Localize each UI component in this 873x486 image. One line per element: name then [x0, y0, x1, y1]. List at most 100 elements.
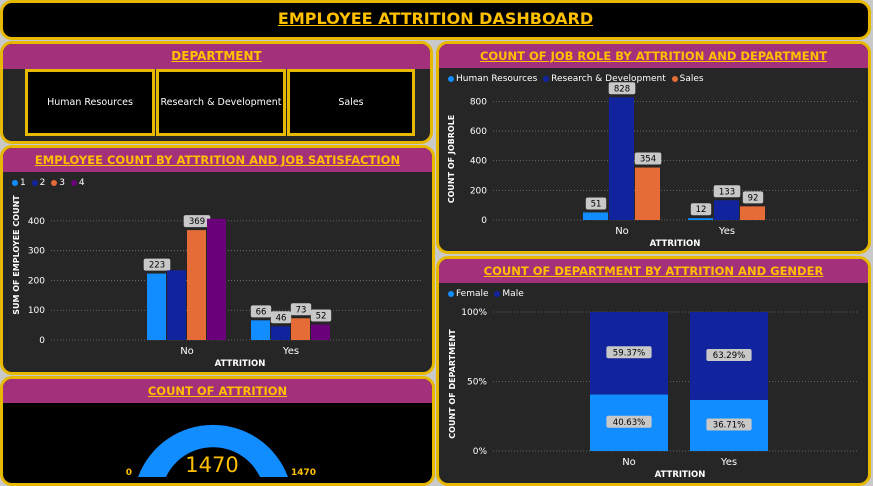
bar-no-4 — [207, 218, 226, 340]
y-tick-label: 400 — [470, 157, 487, 167]
x-tick-label: No — [622, 457, 636, 468]
data-label-bg — [706, 418, 752, 431]
department-button-human-resources[interactable]: Human Resources — [25, 69, 155, 136]
jobrole-xlabel: ATTRITION — [650, 239, 701, 249]
gender-chart: COUNT OF DEPARTMENT ATTRITION 0% 50% 100% 4… — [448, 308, 859, 480]
satisfaction-ylabel-text: SUM OF EMPLOYEE COUNT — [12, 195, 21, 315]
bar-yes-3 — [291, 318, 310, 340]
data-label-bg — [183, 215, 211, 228]
data-label: 46 — [276, 313, 287, 323]
legend-label-1: 1 — [20, 178, 26, 188]
data-label: 59.37% — [613, 348, 645, 358]
data-label: 73 — [296, 305, 307, 315]
y-tick-label: 200 — [470, 186, 487, 196]
data-label: 52 — [316, 312, 327, 322]
data-label-bg — [606, 346, 652, 359]
gauge-value: 1470 — [185, 453, 238, 477]
jobrole-ylabel: COUNT OF JOBROLE — [447, 115, 456, 204]
gender-chart-title: COUNT OF DEPARTMENT BY ATTRITION AND GEN… — [439, 259, 868, 283]
bar-no-1 — [583, 212, 608, 220]
bar-no-2 — [609, 97, 634, 220]
legend-dot-rd — [543, 75, 550, 82]
y-tick-label: 800 — [470, 97, 487, 107]
attrition-gauge: 1470 0 1470 — [126, 424, 316, 478]
legend-label-rd: Research & Development — [551, 74, 666, 84]
legend-dot-male — [494, 290, 501, 297]
legend-dot-sales — [671, 75, 678, 82]
data-label-bg — [713, 185, 741, 198]
gauge-arc — [138, 424, 288, 477]
x-tick-label: Yes — [720, 457, 737, 468]
gauge-min-label: 0 — [126, 468, 132, 478]
satisfaction-chart-panel: EMPLOYEE COUNT BY ATTRITION AND JOB SATI… — [0, 145, 435, 375]
data-label: 66 — [256, 307, 267, 317]
data-label-bg — [143, 258, 171, 271]
data-label: 51 — [591, 199, 602, 209]
bar-no-3 — [187, 230, 206, 340]
y-tick-label: 200 — [28, 276, 45, 286]
bar-yes-1 — [251, 320, 270, 340]
y-tick-label: 100% — [461, 308, 487, 318]
bar-no-3 — [635, 167, 660, 220]
y-tick-label: 100 — [28, 306, 45, 316]
gauge-max-label: 1470 — [291, 468, 316, 478]
y-tick-label: 400 — [28, 217, 45, 227]
legend-dot-female — [448, 290, 454, 297]
department-panel: DEPARTMENT Human Resources Research & De… — [0, 41, 433, 144]
data-label: 63.29% — [713, 351, 745, 361]
legend-label-male: Male — [502, 289, 524, 299]
bar-yes-2 — [714, 200, 739, 220]
jobrole-legend: Human Resources Research & Development S… — [445, 74, 704, 84]
dashboard-header: EMPLOYEE ATTRITION DASHBOARD — [0, 0, 871, 40]
bar-yes-1 — [688, 218, 713, 220]
data-label-bg — [585, 197, 607, 210]
data-label-bg — [634, 152, 662, 165]
data-label-bg — [250, 305, 272, 318]
y-tick-label: 0 — [481, 216, 487, 226]
gender-ylabel: COUNT OF DEPARTMENT — [448, 329, 457, 439]
legend-label-female: Female — [456, 289, 489, 299]
data-label: 354 — [640, 155, 656, 165]
x-tick-label: No — [180, 346, 194, 357]
attrition-count-title: COUNT OF ATTRITION — [3, 379, 432, 403]
bar-yes-4 — [311, 324, 330, 340]
data-label: 92 — [748, 193, 759, 203]
department-button-sales[interactable]: Sales — [287, 69, 415, 136]
attrition-count-panel: COUNT OF ATTRITION 1470 0 1470 — [0, 376, 435, 486]
legend-label-4: 4 — [78, 178, 85, 188]
satisfaction-chart-title: EMPLOYEE COUNT BY ATTRITION AND JOB SATI… — [3, 148, 432, 172]
legend-dot-hr — [448, 75, 454, 82]
legend-label-hr: Human Resources — [456, 74, 538, 84]
gender-legend: Female Male — [445, 289, 524, 299]
data-label-bg — [690, 203, 712, 216]
bar-yes-2 — [271, 326, 290, 340]
data-label: 223 — [149, 261, 165, 271]
data-label-bg — [270, 311, 292, 324]
data-label-bg — [706, 348, 752, 361]
x-tick-label: Yes — [718, 226, 735, 237]
y-tick-label: 50% — [467, 378, 487, 388]
data-label: 369 — [189, 217, 205, 227]
data-label-bg — [742, 191, 764, 204]
legend-dot-1 — [12, 179, 18, 186]
gender-chart-panel: COUNT OF DEPARTMENT BY ATTRITION AND GEN… — [436, 256, 871, 486]
y-tick-label: 0 — [39, 336, 45, 346]
gender-xlabel: ATTRITION — [655, 470, 706, 480]
y-tick-label: 0% — [473, 447, 488, 457]
legend-dot-4 — [70, 179, 77, 186]
jobrole-chart: COUNT OF JOBROLE ATTRITION 0 200 400 600 800… — [447, 82, 859, 249]
data-label-bg — [310, 309, 332, 322]
data-label: 12 — [696, 205, 707, 215]
department-button-research-development[interactable]: Research & Development — [156, 69, 286, 136]
data-label-bg — [606, 415, 652, 428]
satisfaction-chart: SUM OF EMPLOYEE COUNT SUM OF EMPLOYEE CO… — [12, 195, 423, 369]
bar-no-1 — [147, 273, 166, 340]
data-label: 36.71% — [713, 420, 745, 430]
jobrole-chart-panel: COUNT OF JOB ROLE BY ATTRITION AND DEPAR… — [436, 41, 871, 254]
dashboard-title: EMPLOYEE ATTRITION DASHBOARD — [277, 9, 594, 28]
legend-dot-3 — [51, 179, 58, 186]
legend-label-2: 2 — [39, 178, 46, 188]
data-label: 40.63% — [613, 418, 645, 428]
y-tick-label: 300 — [28, 247, 45, 257]
data-label-bg — [608, 82, 636, 95]
